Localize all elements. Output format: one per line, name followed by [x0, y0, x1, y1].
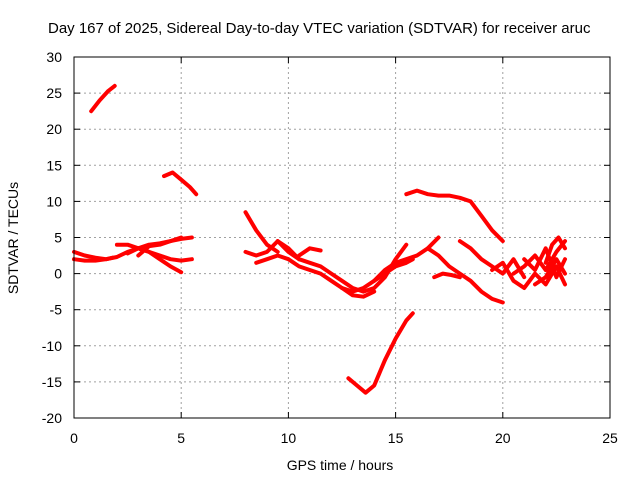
series-arc-b	[72, 255, 115, 263]
x-tick-label: 0	[70, 430, 78, 446]
x-tick-label: 5	[177, 430, 185, 446]
series-arc-c	[89, 83, 117, 114]
y-tick-label: 5	[54, 230, 62, 246]
y-tick-label: 10	[46, 193, 62, 209]
series-arc-r	[432, 271, 462, 280]
x-tick-label: 25	[602, 430, 618, 446]
series-arc-l	[297, 246, 323, 258]
series-arc-p	[404, 188, 505, 244]
y-tick-label: 30	[46, 49, 62, 65]
chart-title: Day 167 of 2025, Sidereal Day-to-day VTE…	[48, 20, 591, 37]
y-tick-label: -15	[42, 374, 62, 390]
series-arc-n	[346, 311, 415, 395]
y-tick-label: 15	[46, 157, 62, 173]
y-tick-label: 20	[46, 121, 62, 137]
y-tick-label: -5	[50, 302, 63, 318]
series-layer	[72, 83, 567, 395]
series-arc-i	[243, 239, 302, 262]
grid-layer	[74, 57, 610, 418]
y-tick-label: 25	[46, 85, 62, 101]
axis-layer: 0 5 10 15 20 25 -20 -15 -10 -5 0 5 10 15 20 25 30	[42, 49, 618, 446]
series-arc-v	[522, 246, 567, 280]
series-arc-j	[254, 253, 377, 299]
series-arc-f	[136, 235, 184, 258]
y-axis-label: SDTVAR / TECUs	[5, 182, 21, 294]
plot-frame	[73, 56, 611, 419]
x-tick-label: 10	[281, 430, 297, 446]
series-arc-q	[425, 246, 505, 305]
x-tick-label: 15	[388, 430, 404, 446]
series-arc-x	[533, 257, 567, 287]
series-arc-k	[275, 239, 409, 294]
series-arc-e	[125, 246, 184, 275]
series-arc-g	[162, 170, 199, 197]
y-tick-label: 0	[54, 266, 62, 282]
series-arc-s	[457, 239, 527, 280]
y-tick-label: -20	[42, 410, 62, 426]
x-axis-label: GPS time / hours	[287, 457, 394, 473]
y-tick-label: -10	[42, 338, 62, 354]
x-tick-label: 20	[495, 430, 511, 446]
series-arc-w	[543, 235, 567, 265]
